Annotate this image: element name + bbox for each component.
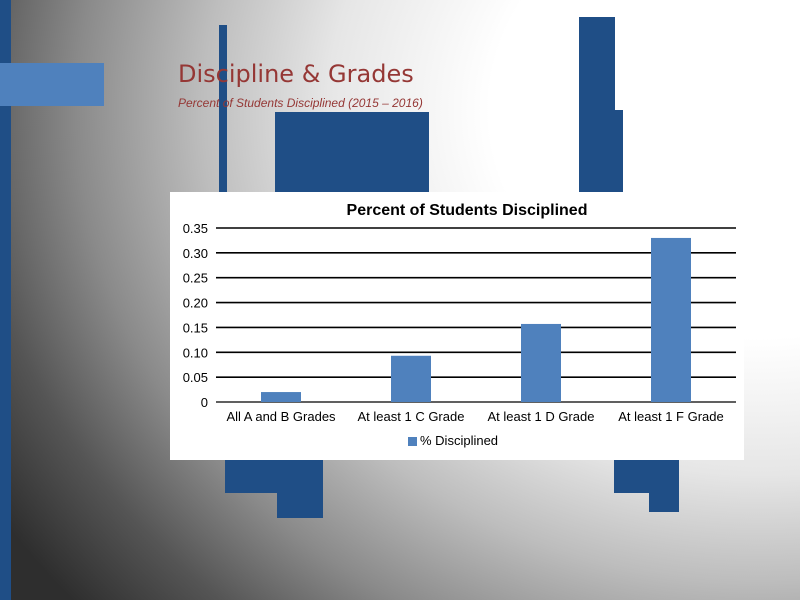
- y-tick-label: 0.15: [183, 320, 208, 335]
- bar-chart: Percent of Students Disciplined 0 0.05 0.1…: [183, 202, 736, 448]
- y-tick-label: 0.30: [183, 246, 208, 261]
- slide-subtitle: Percent of Students Disciplined (2015 – …: [178, 96, 423, 110]
- y-tick-label: 0: [201, 395, 208, 410]
- x-tick-label: At least 1 D Grade: [488, 409, 595, 424]
- legend: % Disciplined: [408, 433, 498, 448]
- bar: [521, 323, 561, 402]
- x-tick-label: At least 1 F Grade: [618, 409, 724, 424]
- y-axis-ticks: 0 0.05 0.10 0.15 0.20 0.25 0.30 0.35: [183, 221, 208, 410]
- left-accent-block: [0, 63, 104, 106]
- slide-title: Discipline & Grades: [178, 60, 414, 88]
- bottom-left-block-b: [277, 470, 323, 518]
- x-axis-ticks: All A and B Grades At least 1 C Grade At l…: [226, 409, 723, 424]
- x-tick-label: At least 1 C Grade: [358, 409, 465, 424]
- top-right-tall-block: [579, 17, 615, 195]
- legend-swatch: [408, 437, 417, 446]
- bar: [391, 355, 431, 402]
- y-tick-label: 0.25: [183, 271, 208, 286]
- thin-vertical-bar: [219, 25, 227, 195]
- x-tick-label: All A and B Grades: [226, 409, 336, 424]
- chart-panel: Percent of Students Disciplined 0 0.05 0.1…: [170, 192, 744, 460]
- y-tick-label: 0.35: [183, 221, 208, 236]
- y-tick-label: 0.05: [183, 370, 208, 385]
- left-edge-bar: [0, 0, 11, 600]
- bar: [261, 392, 301, 402]
- top-right-side-block: [610, 110, 623, 195]
- gridlines: [216, 227, 736, 403]
- legend-label: % Disciplined: [420, 433, 498, 448]
- bottom-right-block-b: [649, 470, 679, 512]
- y-tick-label: 0.20: [183, 296, 208, 311]
- y-tick-label: 0.10: [183, 345, 208, 360]
- top-center-block: [275, 112, 429, 194]
- bars: [261, 237, 691, 402]
- chart-title: Percent of Students Disciplined: [347, 202, 588, 219]
- bar: [651, 237, 691, 402]
